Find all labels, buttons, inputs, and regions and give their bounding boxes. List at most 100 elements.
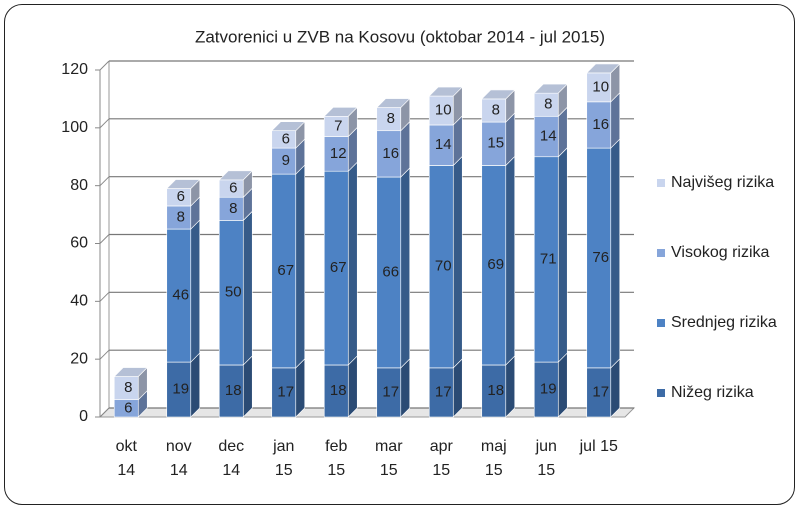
bar-side [505,355,516,418]
y-tick-label: 60 [70,235,88,252]
legend-label: Visokog rizika [671,244,770,261]
bar [323,170,349,366]
bar-top [586,63,621,74]
bar-side [295,164,306,369]
data-label: 67 [330,259,347,276]
chart-title: Zatvorenici u ZVB na Kosovu (oktobar 201… [195,27,605,46]
bar-side [505,155,516,366]
bar-side [400,358,411,418]
bar-top [481,89,516,100]
grid-line-depth [99,118,110,129]
bar [166,228,192,363]
data-label: 8 [492,101,500,118]
bar-top [428,86,463,97]
bar [533,115,559,158]
data-label: 6 [229,180,237,197]
bar-side [347,355,358,418]
bar [323,364,349,418]
data-label: 7 [334,117,342,134]
data-label: 8 [124,379,132,396]
data-label: 18 [487,382,504,399]
x-tick-label: jan 15 [273,438,295,479]
grid-line-depth [99,60,110,71]
bar-side [452,155,463,369]
bar [586,101,612,149]
bar-side [347,161,358,366]
bar-top [166,179,201,189]
data-label: 16 [592,116,609,133]
data-label: 15 [487,135,504,152]
chart-frame [4,4,795,505]
bar [428,165,454,369]
legend-swatch [657,319,665,327]
data-label: 46 [172,287,189,304]
data-label: 19 [172,380,189,397]
data-label: 8 [229,200,237,217]
y-tick-label: 100 [61,119,88,136]
data-label: 14 [540,127,557,144]
bar-top [271,121,306,132]
bar [533,156,559,363]
data-label: 17 [382,383,399,400]
x-tick-label: jun 15 [535,438,557,479]
bar-top [323,106,358,117]
bar [323,136,349,172]
grid-line-depth [99,234,110,244]
x-tick-label: nov 14 [165,438,192,479]
legend-label: Najvišeg rizika [671,174,775,191]
x-tick-label: okt 14 [115,438,137,479]
bar [428,124,454,166]
bar [428,95,454,126]
bar-side [242,210,253,366]
x-tick-label: jul 15 [579,438,618,455]
x-tick-label: apr 15 [429,438,453,479]
data-label: 9 [282,152,290,169]
data-label: 18 [330,382,347,399]
x-tick-label: maj 15 [480,438,507,479]
bar-top [533,83,568,94]
y-tick-label: 40 [70,293,88,310]
bar [481,165,507,366]
data-label: 71 [540,250,557,267]
bar-side [190,219,201,363]
bar-top [113,367,148,377]
y-tick-label: 80 [70,177,88,194]
data-label: 10 [592,78,609,95]
legend-label: Nižeg rizika [671,384,754,401]
bar-side [452,358,463,418]
bar-side [610,138,621,369]
bar [428,367,454,418]
data-label: 14 [435,136,452,153]
bar-side [242,355,253,418]
data-label: 66 [382,263,399,280]
bar [481,121,507,166]
data-label: 76 [592,249,609,266]
bar-side [400,121,411,178]
legend-swatch [657,179,665,187]
bar [376,367,402,418]
legend-swatch [657,389,665,397]
y-tick-label: 120 [61,61,88,78]
bar-side [190,352,201,418]
x-tick-label: mar 15 [374,438,403,479]
y-tick-label: 0 [79,408,88,425]
grid-line-depth [99,291,110,302]
x-tick-label: feb 15 [325,438,348,479]
data-label: 69 [487,256,504,273]
data-label: 17 [592,383,609,400]
x-tick-label: dec 14 [218,438,245,479]
bar-side [400,167,411,369]
bar [271,173,297,369]
y-tick-label: 20 [70,350,88,367]
data-label: 67 [277,262,294,279]
data-label: 8 [177,208,185,225]
data-label: 6 [282,130,290,147]
grid-line-depth [99,349,110,360]
bar [586,72,612,103]
grid-line-depth [99,176,110,187]
data-label: 18 [225,382,242,399]
data-label: 10 [435,101,452,118]
data-label: 6 [177,188,185,205]
bar-top [218,170,253,181]
